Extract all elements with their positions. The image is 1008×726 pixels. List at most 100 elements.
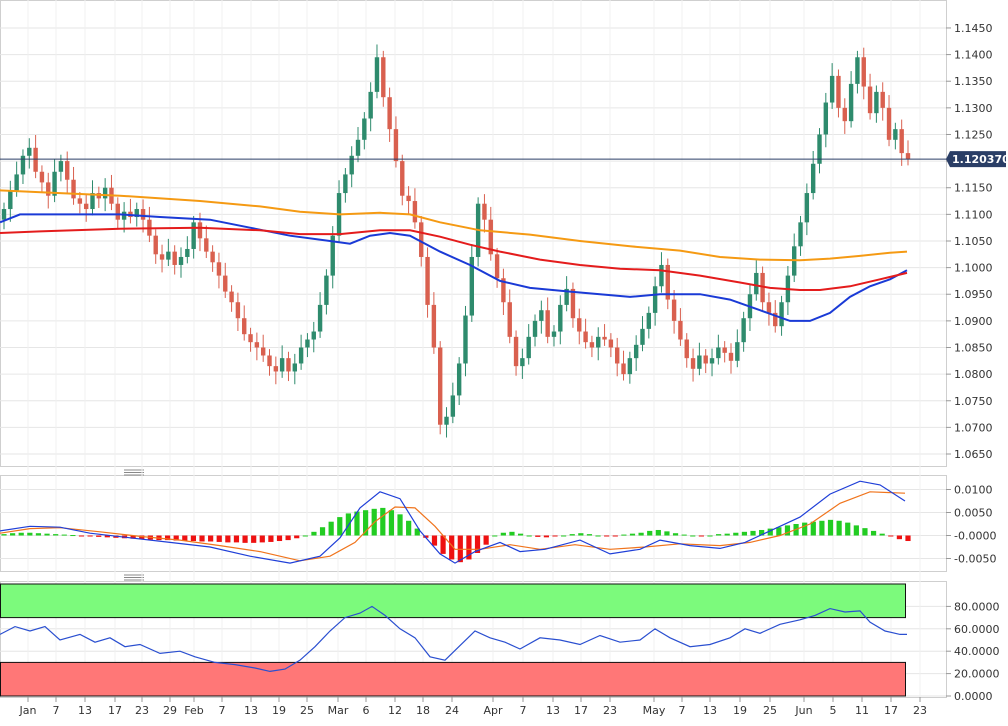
macd-bar-positive xyxy=(784,525,791,536)
macd-bar-positive xyxy=(819,520,825,536)
macd-bar-positive xyxy=(18,532,24,536)
candle-up xyxy=(633,335,639,371)
candle-up xyxy=(893,122,898,150)
candle-up xyxy=(848,71,854,128)
candle-up xyxy=(532,314,538,347)
candle-body xyxy=(387,97,392,130)
rsi-tick-label: 60.0000 xyxy=(954,623,1000,636)
candle-up xyxy=(697,342,702,376)
candle-up xyxy=(526,324,531,365)
macd-bar-positive xyxy=(526,535,532,537)
macd-bar-negative xyxy=(440,535,446,554)
candle-body xyxy=(665,264,670,300)
candle-body xyxy=(242,318,247,335)
macd-bar-negative xyxy=(543,535,549,538)
candle-up xyxy=(374,44,380,99)
price-tick-label: 1.0800 xyxy=(954,368,993,381)
candle-body xyxy=(874,91,879,114)
candle-body xyxy=(305,339,310,348)
candle-body xyxy=(804,193,810,223)
candle-down xyxy=(899,119,904,166)
candle-body xyxy=(46,182,51,196)
rsi-oversold-zone xyxy=(0,661,906,697)
macd-bar-negative xyxy=(242,535,248,543)
candle-body xyxy=(374,57,380,92)
candle-up xyxy=(463,305,468,377)
candle-down xyxy=(842,98,847,134)
time-tick-label: Mar xyxy=(328,704,349,717)
candle-down xyxy=(406,186,411,214)
candle-body xyxy=(317,304,323,332)
time-tick-label: 25 xyxy=(763,704,777,717)
candle-down xyxy=(33,135,38,179)
candle-body xyxy=(65,161,70,180)
candle-down xyxy=(437,341,443,435)
candle-body xyxy=(633,344,639,359)
candle-down xyxy=(545,297,550,344)
candle-body xyxy=(539,310,544,321)
moving-averages xyxy=(0,189,908,322)
candle-body xyxy=(709,358,715,364)
rsi-indicator xyxy=(0,605,907,673)
macd-bar-negative xyxy=(139,535,145,540)
panel-splitter-handle[interactable] xyxy=(124,574,144,581)
macd-bar-negative xyxy=(190,535,197,542)
panel-splitter-handle[interactable] xyxy=(124,469,144,476)
candle-down xyxy=(77,191,83,214)
macd-tick-label: 0.0100 xyxy=(954,484,993,497)
candle-body xyxy=(469,256,475,316)
candle-body xyxy=(52,171,57,196)
price-panel-frame xyxy=(0,0,947,467)
candle-body xyxy=(254,342,260,348)
candle-down xyxy=(880,82,885,121)
candle-body xyxy=(842,107,847,122)
candle-body xyxy=(507,302,512,337)
macd-bar-negative xyxy=(449,535,455,560)
candle-up xyxy=(855,50,860,94)
candle-body xyxy=(716,347,721,359)
candle-down xyxy=(766,292,772,326)
candle-up xyxy=(456,357,462,406)
macd-bar-negative xyxy=(104,535,110,538)
candle-body xyxy=(298,347,304,364)
candle-up xyxy=(627,351,633,384)
candle-down xyxy=(223,262,228,298)
candle-down xyxy=(235,292,241,331)
candle-body xyxy=(27,147,32,156)
macd-bar-negative xyxy=(474,535,481,553)
macd-bar-negative xyxy=(612,535,618,537)
macd-tick-label: -0.0000 xyxy=(954,530,996,543)
candle-down xyxy=(583,318,588,349)
price-tick-label: 1.0750 xyxy=(954,395,993,408)
macd-bar-positive xyxy=(733,532,739,536)
macd-bar-negative xyxy=(164,535,171,541)
candle-down xyxy=(248,327,253,352)
macd-bar-positive xyxy=(492,535,498,537)
macd-bar-positive xyxy=(380,507,386,536)
macd-bar-negative xyxy=(294,535,300,539)
macd-bar-positive xyxy=(569,534,575,536)
macd-panel-frame xyxy=(0,475,947,572)
candle-up xyxy=(596,327,601,361)
time-tick-label: 25 xyxy=(300,704,314,717)
macd-bar-negative xyxy=(225,535,231,543)
candle-up xyxy=(817,128,822,174)
candle-body xyxy=(400,161,405,196)
candle-down xyxy=(216,252,222,289)
macd-bar-negative xyxy=(552,535,558,537)
candle-body xyxy=(330,235,335,276)
macd-bar-positive xyxy=(509,531,515,536)
macd-bar-negative xyxy=(130,535,136,539)
macd-bar-negative xyxy=(251,535,257,543)
macd-bar-negative xyxy=(208,535,214,542)
candle-body xyxy=(855,57,860,84)
time-tick-label: 23 xyxy=(913,704,927,717)
candle-down xyxy=(501,268,506,316)
macd-bar-positive xyxy=(776,527,782,536)
candle-body xyxy=(204,238,209,252)
macd-bar-positive xyxy=(27,532,33,536)
candle-body xyxy=(810,163,816,194)
candle-body xyxy=(646,312,652,329)
candle-body xyxy=(102,187,108,199)
